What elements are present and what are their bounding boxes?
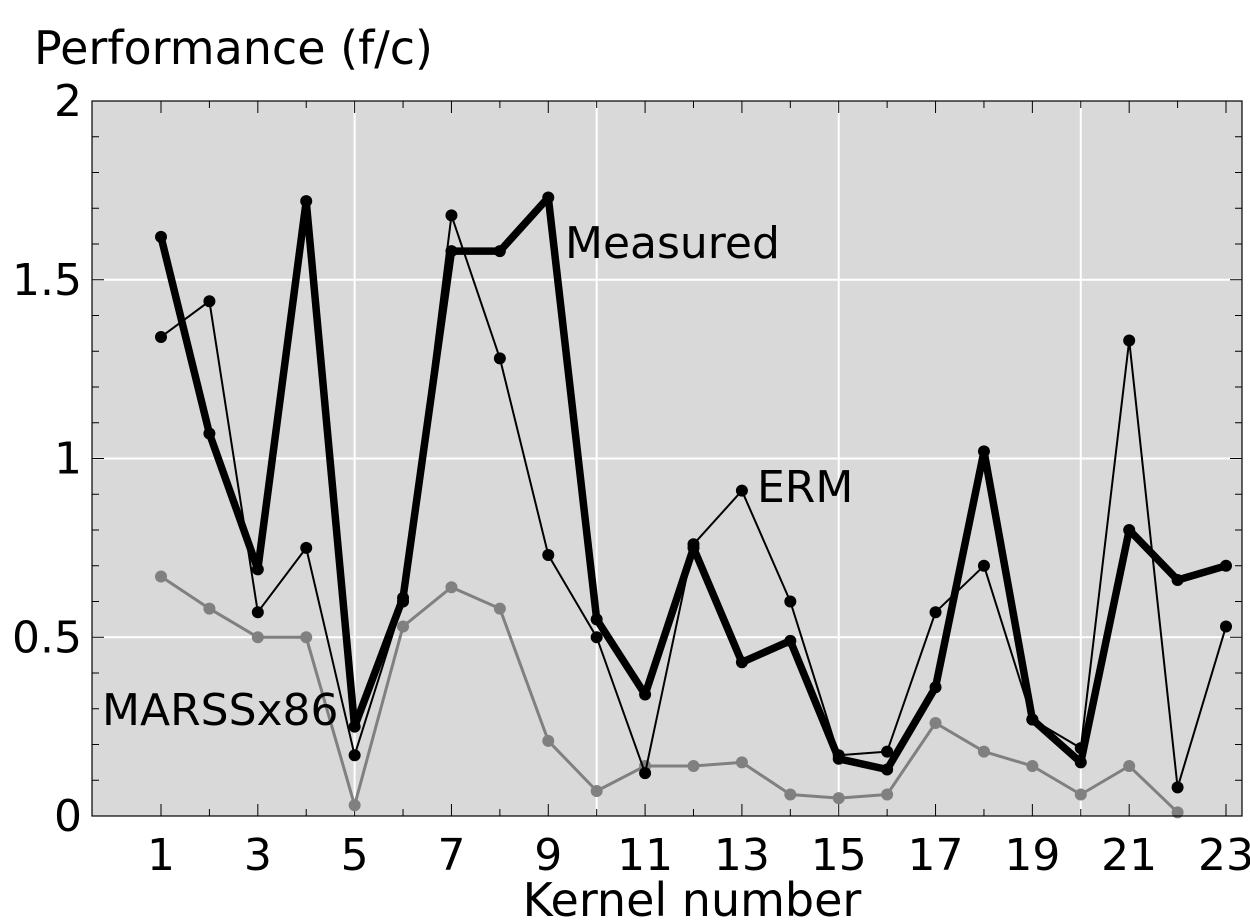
- data-point: [348, 799, 361, 812]
- data-point: [590, 613, 603, 626]
- x-tick-label: 7: [437, 830, 465, 881]
- series-annotations: Measured ERM MARSSx86: [102, 218, 853, 736]
- x-tick-label: 19: [1004, 830, 1060, 881]
- annotation-erm: ERM: [757, 462, 853, 513]
- data-point: [1123, 524, 1136, 536]
- annotation-measured: Measured: [565, 218, 780, 269]
- series-line: [159, 575, 1180, 814]
- x-tick-label: 5: [341, 830, 369, 881]
- data-point: [977, 445, 990, 458]
- data-point: [493, 602, 506, 615]
- data-point: [687, 759, 700, 772]
- data-point: [348, 720, 361, 733]
- data-point: [493, 352, 506, 365]
- data-point: [881, 763, 894, 776]
- data-point: [832, 752, 845, 765]
- x-tick-label: 17: [908, 830, 964, 881]
- data-point: [735, 484, 748, 497]
- data-point: [1026, 713, 1039, 726]
- data-point: [251, 563, 264, 576]
- data-point: [590, 631, 603, 644]
- x-tick-label: 23: [1198, 830, 1250, 881]
- plot-frame: [91, 100, 1243, 817]
- data-point: [1123, 759, 1136, 772]
- x-tick-label: 3: [244, 830, 272, 881]
- data-point: [542, 549, 555, 562]
- data-point: [784, 595, 797, 608]
- axis-ticks: [92, 100, 1242, 817]
- data-point: [1123, 334, 1136, 347]
- data-point: [1220, 620, 1232, 633]
- data-point: [735, 656, 748, 669]
- data-point: [1171, 806, 1184, 819]
- y-tick-label: 2: [54, 76, 82, 127]
- data-point: [590, 784, 603, 797]
- data-point: [881, 788, 894, 801]
- y-axis-label: Performance (f/c): [34, 21, 433, 75]
- annotation-marssx86: MARSSx86: [102, 685, 339, 736]
- data-point: [832, 792, 845, 805]
- x-tick-label: 9: [534, 830, 562, 881]
- data-point: [348, 749, 361, 762]
- data-point: [445, 581, 458, 594]
- data-point: [542, 734, 555, 747]
- y-tick-label: 0.5: [12, 612, 82, 663]
- data-point: [251, 606, 264, 619]
- y-tick-label: 1: [54, 434, 82, 485]
- data-point: [203, 602, 216, 615]
- data-point: [300, 195, 313, 208]
- data-point: [784, 788, 797, 801]
- series-measured: [155, 191, 1232, 776]
- x-tick-label: 15: [811, 830, 867, 881]
- data-point: [977, 559, 990, 572]
- data-point: [203, 427, 216, 440]
- x-tick-label: 1: [147, 830, 175, 881]
- data-point: [1171, 781, 1184, 794]
- data-point: [929, 606, 942, 619]
- data-point: [639, 688, 652, 701]
- data-point: [735, 756, 748, 769]
- data-point: [929, 681, 942, 694]
- data-point: [1074, 788, 1087, 801]
- data-point: [493, 245, 506, 258]
- data-point: [203, 295, 216, 308]
- y-tick-label: 0: [54, 791, 82, 842]
- data-point: [445, 209, 458, 222]
- grid-lines: [92, 101, 1242, 816]
- data-point: [1074, 756, 1087, 769]
- series-layer: [155, 191, 1232, 819]
- data-point: [300, 631, 313, 644]
- data-point: [1220, 559, 1232, 572]
- data-point: [542, 191, 555, 204]
- data-point: [1171, 574, 1184, 587]
- data-point: [155, 230, 167, 243]
- x-axis-label: Kernel number: [523, 873, 862, 923]
- data-point: [929, 717, 942, 730]
- data-point: [300, 541, 313, 554]
- data-point: [977, 745, 990, 758]
- series-marssx86: [155, 570, 1184, 819]
- data-point: [155, 570, 167, 583]
- x-tick-label: 13: [714, 830, 770, 881]
- data-point: [1026, 759, 1039, 772]
- x-tick-label: 21: [1101, 830, 1157, 881]
- y-tick-label: 1.5: [12, 255, 82, 306]
- data-point: [397, 591, 410, 604]
- data-point: [639, 767, 652, 780]
- data-point: [155, 330, 167, 343]
- data-point: [397, 620, 410, 633]
- data-point: [881, 745, 894, 758]
- x-tick-label: 11: [617, 830, 673, 881]
- data-point: [784, 634, 797, 647]
- data-point: [251, 631, 264, 644]
- data-point: [445, 245, 458, 258]
- data-point: [687, 541, 700, 554]
